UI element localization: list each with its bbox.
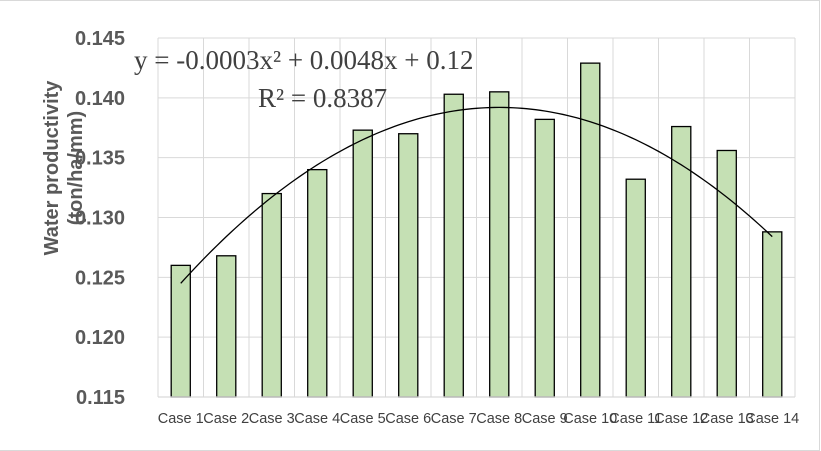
- y-tick-label: 0.135: [75, 148, 125, 170]
- y-axis-label-line1: Water productivity: [41, 80, 63, 256]
- bar: [216, 255, 237, 398]
- bar: [307, 168, 328, 398]
- bar: [489, 91, 510, 398]
- x-tick-label: Case 11: [609, 411, 662, 427]
- y-tick-label: 0.130: [75, 208, 125, 230]
- bar: [352, 129, 373, 398]
- x-tick-label: Case 6: [385, 411, 431, 427]
- bar: [580, 62, 601, 398]
- y-tick-label: 0.125: [75, 267, 125, 289]
- x-tick-label: Case 8: [476, 411, 522, 427]
- bar: [534, 118, 555, 398]
- x-tick-label: Case 3: [249, 411, 295, 427]
- bar: [261, 192, 282, 398]
- trendline-equation: y = -0.0003x² + 0.0048x + 0.12: [134, 45, 474, 75]
- x-tick-label: Case 5: [340, 411, 386, 427]
- x-tick-labels: Case 1 Case 2 Case 3 Case 4 Case 5 Case 6 Case…: [158, 411, 799, 427]
- bar: [671, 125, 692, 398]
- y-tick-label: 0.145: [75, 28, 125, 50]
- y-tick-labels: 0.115 0.120 0.125 0.130 0.135 0.140 0.145: [75, 28, 125, 409]
- x-tick-label: Case 12: [654, 411, 708, 427]
- trendline: [180, 106, 773, 284]
- x-tick-label: Case 2: [203, 411, 249, 427]
- x-tick-label: Case 14: [745, 411, 799, 427]
- bar: [170, 264, 191, 398]
- bar: [762, 231, 783, 398]
- y-tick-label: 0.115: [76, 387, 125, 409]
- y-tick-label: 0.140: [75, 88, 125, 110]
- x-tick-label: Case 1: [158, 411, 204, 427]
- gridlines: [157, 37, 796, 397]
- bar: [443, 93, 464, 398]
- bar: [716, 149, 737, 398]
- trendline-r-squared: R² = 0.8387: [258, 83, 387, 113]
- y-axis-label-line2: (ton/ha/mm): [65, 111, 87, 225]
- x-tick-label: Case 10: [563, 411, 617, 427]
- bar: [625, 178, 646, 398]
- x-tick-label: Case 13: [700, 411, 754, 427]
- y-tick-label: 0.120: [75, 327, 125, 349]
- bars: [170, 62, 783, 398]
- x-tick-label: Case 9: [522, 411, 568, 427]
- x-tick-label: Case 7: [431, 411, 477, 427]
- bar: [398, 133, 419, 398]
- x-tick-label: Case 4: [294, 411, 340, 427]
